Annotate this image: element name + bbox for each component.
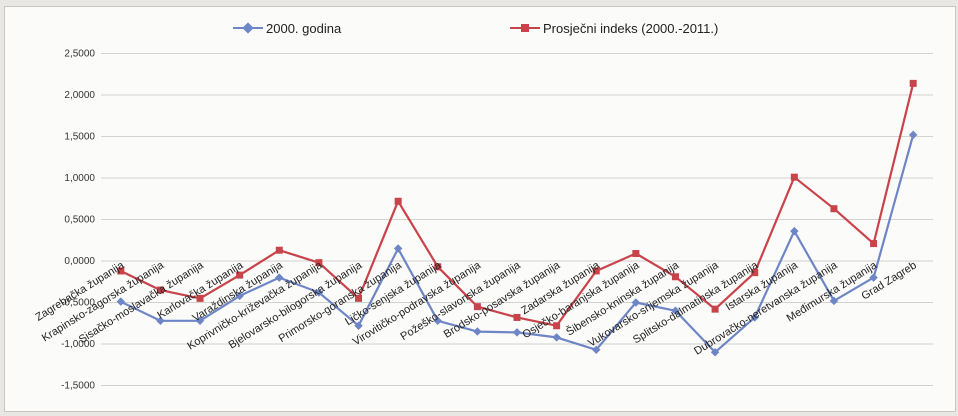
legend-marker-average xyxy=(521,24,529,32)
y-tick-label: -1,0000 xyxy=(61,339,95,350)
data-point-series-1 xyxy=(512,328,522,337)
data-point-series-2 xyxy=(830,205,838,213)
legend: 2000. godina Prosječni indeks (2000.-201… xyxy=(233,21,718,36)
data-point-series-2 xyxy=(117,267,125,275)
data-point-series-1 xyxy=(156,316,165,326)
data-point-series-2 xyxy=(355,294,363,302)
data-point-series-2 xyxy=(790,173,798,181)
data-point-series-1 xyxy=(275,273,284,282)
data-point-series-2 xyxy=(870,240,878,248)
data-point-series-2 xyxy=(196,294,204,302)
data-point-series-1 xyxy=(710,348,720,357)
data-point-series-1 xyxy=(354,321,363,330)
y-tick-label: 0,0000 xyxy=(64,256,95,267)
data-point-series-2 xyxy=(711,305,719,313)
legend-entry-2000: 2000. godina xyxy=(233,21,342,36)
data-point-series-1 xyxy=(235,291,244,301)
data-point-series-1 xyxy=(869,273,878,282)
y-tick-label: 1,5000 xyxy=(64,132,95,143)
legend-marker-2000 xyxy=(242,22,254,34)
data-point-series-1 xyxy=(908,130,918,140)
data-point-series-2 xyxy=(275,246,283,254)
data-point-series-1 xyxy=(433,316,443,326)
y-tick-label: 0,5000 xyxy=(64,215,95,226)
data-point-series-1 xyxy=(314,288,324,297)
chart-frame: 2000. godina Prosječni indeks (2000.-201… xyxy=(4,6,956,412)
grid-lines xyxy=(101,53,933,386)
y-tick-label: -1,5000 xyxy=(61,381,95,392)
data-point-series-1 xyxy=(116,297,126,306)
data-point-series-2 xyxy=(592,267,600,275)
data-point-series-2 xyxy=(473,303,481,311)
data-point-series-2 xyxy=(751,269,759,277)
data-point-series-2 xyxy=(434,263,442,271)
data-point-series-2 xyxy=(315,259,323,267)
data-point-series-1 xyxy=(591,345,601,355)
data-point-series-2 xyxy=(513,313,521,321)
y-tick-label: -0,5000 xyxy=(61,298,95,309)
legend-label-average: Prosječni indeks (2000.-2011.) xyxy=(543,21,718,36)
series-layer xyxy=(116,79,918,357)
y-tick-label: 2,0000 xyxy=(64,90,95,101)
data-point-series-1 xyxy=(393,244,403,253)
line-chart: 2000. godina Prosječni indeks (2000.-201… xyxy=(33,21,933,392)
data-point-series-1 xyxy=(195,316,205,326)
data-point-series-1 xyxy=(473,327,482,336)
data-point-series-2 xyxy=(671,273,679,281)
data-point-series-1 xyxy=(790,226,799,236)
data-point-series-1 xyxy=(829,296,839,306)
data-point-series-1 xyxy=(671,306,680,316)
legend-entry-average: Prosječni indeks (2000.-2011.) xyxy=(510,21,718,36)
data-point-series-2 xyxy=(156,286,164,294)
y-tick-label: 1,0000 xyxy=(64,173,95,184)
y-tick-label: 2,5000 xyxy=(64,49,95,60)
data-point-series-2 xyxy=(553,322,561,330)
legend-label-2000: 2000. godina xyxy=(266,21,342,36)
data-point-series-2 xyxy=(909,79,917,87)
data-point-series-1 xyxy=(552,333,561,342)
y-axis: 2,5000 2,0000 1,5000 1,0000 0,5000 0,0000 -0,5… xyxy=(61,49,95,392)
data-point-series-2 xyxy=(236,271,244,279)
data-point-series-2 xyxy=(394,197,402,205)
data-point-series-1 xyxy=(750,313,759,322)
data-point-series-2 xyxy=(632,250,640,258)
data-point-series-1 xyxy=(631,298,641,307)
